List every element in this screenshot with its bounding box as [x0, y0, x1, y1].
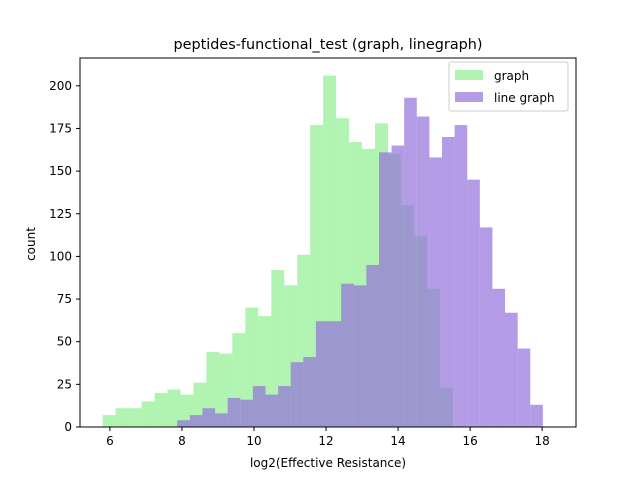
bar-line-graph: [480, 227, 493, 427]
bar-line-graph: [518, 349, 531, 427]
bar-line-graph: [266, 395, 279, 427]
bar-line-graph: [455, 125, 468, 427]
y-tick-label: 100: [49, 249, 72, 263]
bar-line-graph: [278, 386, 291, 427]
x-axis-label: log2(Effective Resistance): [250, 456, 406, 470]
bar-graph: [103, 415, 116, 427]
bar-line-graph: [316, 321, 329, 427]
bar-graph: [142, 401, 155, 427]
bar-line-graph: [215, 413, 228, 427]
y-tick-label: 50: [57, 335, 72, 349]
y-tick-label: 175: [49, 121, 72, 135]
legend-label-graph: graph: [494, 69, 529, 83]
y-tick-label: 25: [57, 377, 72, 391]
legend: graph line graph: [449, 62, 568, 111]
y-tick-label: 0: [64, 420, 72, 434]
y-tick-label: 75: [57, 292, 72, 306]
bar-line-graph: [240, 400, 253, 427]
x-tick-label: 16: [462, 434, 477, 448]
bar-line-graph: [417, 117, 430, 427]
bar-line-graph: [228, 398, 241, 427]
bar-graph: [116, 408, 129, 427]
bar-line-graph: [392, 146, 405, 427]
bar-line-graph: [404, 98, 417, 427]
bar-line-graph: [253, 386, 266, 427]
y-tick-label: 150: [49, 164, 72, 178]
legend-swatch-graph: [455, 70, 483, 80]
y-axis-label: count: [24, 227, 38, 261]
y-tick-label: 125: [49, 207, 72, 221]
bar-line-graph: [467, 180, 480, 427]
bar-line-graph: [190, 415, 203, 427]
bar-line-graph: [354, 285, 367, 427]
bar-line-graph: [366, 265, 379, 427]
bar-line-graph: [442, 137, 455, 427]
bar-line-graph: [429, 157, 442, 427]
x-tick-label: 6: [106, 434, 114, 448]
bar-line-graph: [530, 405, 543, 427]
chart-title: peptides-functional_test (graph, linegra…: [173, 37, 482, 53]
bar-line-graph: [329, 321, 342, 427]
bar-line-graph: [379, 152, 392, 427]
x-tick-label: 12: [318, 434, 333, 448]
legend-swatch-line-graph: [455, 92, 483, 102]
bar-line-graph: [303, 357, 316, 427]
bar-line-graph: [177, 420, 190, 427]
x-tick-label: 14: [390, 434, 405, 448]
bar-line-graph: [291, 362, 304, 427]
y-tick-label: 200: [49, 79, 72, 93]
bar-graph: [129, 408, 142, 427]
x-tick-label: 18: [535, 434, 550, 448]
x-tick-label: 10: [246, 434, 261, 448]
bar-line-graph: [492, 289, 505, 427]
bar-line-graph: [505, 313, 518, 427]
legend-label-line-graph: line graph: [494, 91, 555, 105]
x-tick-label: 8: [178, 434, 186, 448]
bar-graph: [155, 393, 168, 427]
bar-line-graph: [341, 284, 354, 427]
bar-line-graph: [202, 408, 215, 427]
